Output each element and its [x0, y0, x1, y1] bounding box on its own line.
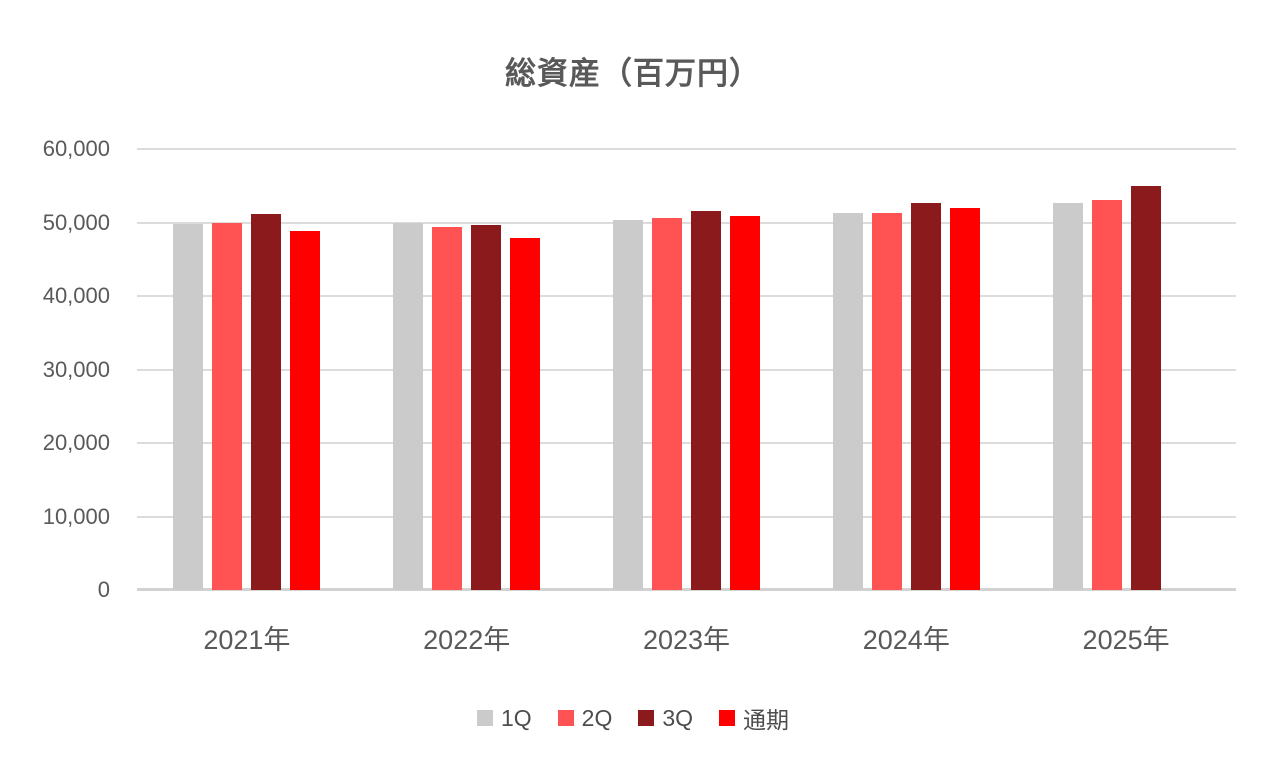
bar-3q-2025: [1130, 185, 1161, 590]
x-axis: 2021年 2022年 2023年 2024年 2025年: [137, 618, 1236, 657]
bar-full-year-2023: [729, 215, 760, 590]
x-tick-label: 2023年: [642, 625, 731, 655]
legend-label-3q: 3Q: [662, 704, 694, 731]
x-tick-label: 2025年: [1082, 625, 1170, 655]
legend-label-2q: 2Q: [581, 704, 613, 731]
bar-3q-2024: [910, 202, 941, 590]
legend-swatch-3q: [638, 710, 655, 726]
y-axis: 0 10,000 20,000 30,000 40,000 50,000 60,000: [0, 136, 110, 602]
legend-swatch-full-year: [719, 710, 736, 726]
bar-group-2021: [137, 149, 357, 590]
y-tick-label: 0: [97, 577, 110, 602]
bar-1q-2022: [393, 223, 424, 590]
x-tick-label: 2022年: [423, 625, 511, 655]
gridline: [137, 368, 1236, 371]
y-tick-label: 40,000: [42, 283, 110, 308]
gridline: [137, 295, 1236, 297]
y-tick-label: 50,000: [42, 209, 110, 235]
bar-3q-2022: [471, 224, 502, 590]
x-tick-label: 2021年: [203, 625, 291, 655]
chart-title: 総資産（百万円）: [505, 56, 761, 91]
bar-full-year-2024: [949, 207, 980, 590]
x-tick-label: 2024年: [862, 625, 950, 655]
legend-item-full-year: 通期: [719, 701, 789, 735]
gridline: [137, 221, 1236, 224]
x-axis-line: [137, 588, 1236, 591]
bar-2q-2023: [651, 218, 682, 590]
bar-group-2025: [1016, 149, 1236, 590]
legend-item-1q: 1Q: [476, 704, 532, 732]
legend-label-full-year: 通期: [743, 707, 790, 733]
gridline: [137, 148, 1236, 150]
bar-1q-2025: [1052, 202, 1083, 590]
gridline: [137, 515, 1236, 518]
bar-full-year-2022: [510, 237, 541, 590]
legend: 1Q 2Q 3Q 通期: [0, 701, 1266, 735]
legend-item-3q: 3Q: [638, 705, 693, 732]
bar-full-year-2021: [290, 230, 321, 590]
bar-3q-2023: [690, 211, 721, 590]
bar-2q-2024: [871, 212, 902, 590]
y-tick-label: 20,000: [42, 430, 110, 455]
bar-group-2022: [357, 149, 577, 590]
bar-2q-2021: [212, 223, 243, 590]
bar-3q-2021: [251, 214, 282, 590]
y-tick-label: 60,000: [42, 136, 110, 161]
bar-1q-2021: [173, 223, 204, 590]
legend-swatch-2q: [557, 710, 574, 726]
bar-2q-2022: [432, 226, 463, 590]
bar-group-2023: [577, 149, 797, 590]
bar-1q-2024: [832, 212, 863, 590]
bar-2q-2025: [1091, 200, 1122, 590]
legend-swatch-1q: [476, 710, 493, 726]
plot-area: [137, 148, 1236, 591]
bar-group-2024: [796, 149, 1016, 590]
gridline: [137, 442, 1236, 444]
bars-layer: [137, 149, 1236, 590]
bar-1q-2023: [612, 219, 643, 590]
legend-item-2q: 2Q: [557, 704, 613, 732]
legend-label-1q: 1Q: [500, 704, 532, 731]
y-tick-label: 10,000: [42, 503, 110, 529]
y-tick-label: 30,000: [42, 356, 110, 382]
